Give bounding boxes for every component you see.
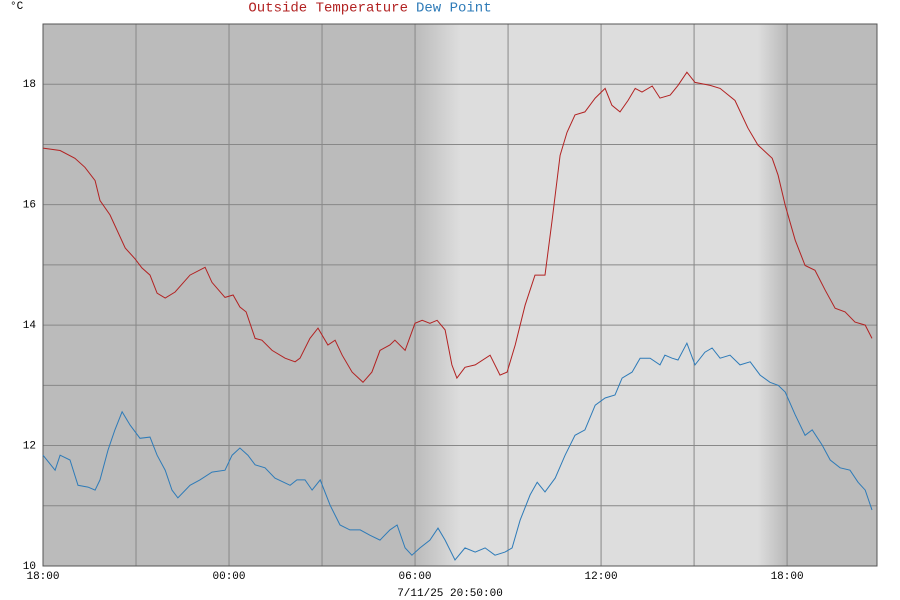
x-tick-label: 18:00 [26,571,59,583]
series-line [42,71,873,384]
legend-entry: Outside Temperature [248,1,408,17]
x-tick-label: 18:00 [771,571,804,583]
y-tick-label: 16 [23,200,36,212]
plot-background [43,24,877,566]
plot-frame [42,23,878,567]
y-tick-label: 14 [23,320,37,332]
x-tick-label: 12:00 [585,571,618,583]
x-tick-label: 06:00 [399,571,432,583]
y-tick-label: 10 [23,561,36,573]
legend-entry: Dew Point [416,1,492,17]
x-tick-label: 00:00 [213,571,246,583]
y-unit: °C [10,1,24,13]
y-tick-label: 12 [23,440,36,452]
timestamp: 7/11/25 20:50:00 [397,588,503,600]
series-line [42,341,873,561]
y-tick-label: 18 [23,79,36,91]
